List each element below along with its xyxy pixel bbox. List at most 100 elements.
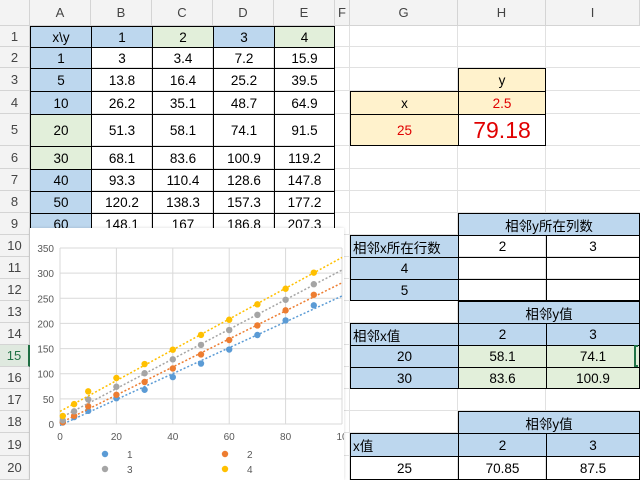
empty-cell[interactable] [546, 257, 640, 279]
data-point-series-2[interactable] [310, 291, 317, 298]
x-value-label[interactable]: x值 [350, 433, 458, 456]
row-header-16[interactable]: 16 [0, 367, 30, 389]
data-point-series-1[interactable] [282, 317, 289, 324]
value-cell[interactable]: 64.9 [274, 91, 335, 114]
value-cell[interactable]: 68.1 [91, 146, 152, 169]
column-header-D[interactable]: D [213, 0, 274, 26]
data-point-series-1[interactable] [85, 407, 92, 415]
data-point-series-3[interactable] [197, 341, 205, 349]
select-all-corner[interactable] [0, 0, 30, 26]
value-cell[interactable]: 25.2 [213, 68, 274, 91]
value-cell[interactable]: 119.2 [274, 146, 335, 169]
y-header-cell[interactable]: 1 [91, 26, 152, 47]
value-cell[interactable]: 138.3 [152, 191, 213, 213]
data-point-series-3[interactable] [282, 296, 289, 303]
data-point-series-4[interactable] [310, 269, 317, 276]
data-point-series-4[interactable] [197, 331, 205, 339]
value-cell[interactable]: 3.4 [152, 47, 213, 68]
row-header-11[interactable]: 11 [0, 257, 30, 279]
value-cell[interactable]: 93.3 [91, 169, 152, 191]
adjacent-y-value[interactable]: 83.6 [458, 367, 546, 389]
value-cell[interactable]: 83.6 [152, 146, 213, 169]
value-cell[interactable]: 16.4 [152, 68, 213, 91]
data-point-series-3[interactable] [59, 417, 67, 424]
row-header-20[interactable]: 20 [0, 456, 30, 480]
row-header-5[interactable]: 5 [0, 114, 30, 146]
result-cell[interactable]: 79.18 [458, 114, 546, 146]
column-header-F[interactable]: F [335, 0, 350, 26]
interpolated-y-cell[interactable]: 70.85 [458, 456, 546, 480]
adjacent-x-value[interactable]: 30 [350, 367, 458, 389]
row-header-13[interactable]: 13 [0, 301, 30, 323]
x-label-cell[interactable]: x [350, 91, 458, 114]
data-point-series-4[interactable] [282, 285, 289, 292]
x-header-cell[interactable]: 20 [30, 114, 91, 146]
data-point-series-1[interactable] [310, 302, 317, 309]
column-header-A[interactable]: A [30, 0, 91, 26]
data-point-series-1[interactable] [254, 331, 261, 339]
data-point-series-2[interactable] [226, 336, 233, 344]
row-header-18[interactable]: 18 [0, 411, 30, 433]
value-cell[interactable]: 58.1 [152, 114, 213, 146]
row-header-6[interactable]: 6 [0, 146, 30, 169]
row-header-7[interactable]: 7 [0, 169, 30, 191]
adjacent-col-header[interactable]: 2 [458, 235, 546, 257]
y-header-cell[interactable]: 4 [274, 26, 335, 47]
x-value-cell[interactable]: 25 [350, 456, 458, 480]
x-header-cell[interactable]: 1 [30, 47, 91, 68]
data-point-series-1[interactable] [197, 360, 205, 367]
value-cell[interactable]: 3 [91, 47, 152, 68]
data-point-series-3[interactable] [70, 408, 78, 415]
data-point-series-2[interactable] [113, 391, 120, 398]
data-point-series-2[interactable] [197, 351, 205, 358]
value-cell[interactable]: 157.3 [213, 191, 274, 213]
data-point-series-4[interactable] [254, 301, 261, 308]
data-point-series-4[interactable] [113, 374, 120, 382]
adjacent-y-col-header[interactable]: 3 [546, 323, 640, 345]
empty-cell[interactable] [546, 279, 640, 301]
row-header-19[interactable]: 19 [0, 433, 30, 456]
x-input-cell[interactable]: 25 [350, 114, 458, 146]
empty-cell[interactable] [458, 257, 546, 279]
column-header-G[interactable]: G [350, 0, 458, 26]
adjacent-x-value[interactable]: 20 [350, 345, 458, 367]
adjacent-y-title-2[interactable]: 相邻y值 [458, 411, 640, 433]
data-point-series-1[interactable] [226, 346, 233, 353]
row-header-2[interactable]: 2 [0, 47, 30, 68]
value-cell[interactable]: 7.2 [213, 47, 274, 68]
data-point-series-3[interactable] [226, 326, 233, 334]
adjacent-y2-col-header[interactable]: 2 [458, 433, 546, 456]
adjacent-col-header[interactable]: 3 [546, 235, 640, 257]
row-header-15[interactable]: 15 [0, 345, 30, 367]
row-header-17[interactable]: 17 [0, 389, 30, 411]
column-header-H[interactable]: H [458, 0, 546, 26]
column-header-I[interactable]: I [546, 0, 640, 26]
column-header-E[interactable]: E [274, 0, 335, 26]
row-header-9[interactable]: 9 [0, 213, 30, 235]
data-point-series-4[interactable] [169, 346, 176, 353]
value-cell[interactable]: 26.2 [91, 91, 152, 114]
table-corner-cell[interactable]: x\y [30, 26, 91, 47]
data-point-series-3[interactable] [85, 396, 92, 403]
value-cell[interactable]: 128.6 [213, 169, 274, 191]
data-point-series-1[interactable] [141, 386, 148, 393]
adjacent-y-value[interactable]: 74.1 [546, 345, 640, 367]
value-cell[interactable]: 91.5 [274, 114, 335, 146]
value-cell[interactable]: 100.9 [213, 146, 274, 169]
y-label-cell[interactable]: y [458, 68, 546, 91]
adjacent-y-value[interactable]: 58.1 [458, 345, 546, 367]
data-point-series-4[interactable] [85, 388, 92, 395]
value-cell[interactable]: 13.8 [91, 68, 152, 91]
adjacent-y-value[interactable]: 100.9 [546, 367, 640, 389]
adjacent-col-title[interactable]: 相邻y所在列数 [458, 213, 640, 235]
adjacent-x-label[interactable]: 相邻x值 [350, 323, 458, 345]
value-cell[interactable]: 39.5 [274, 68, 335, 91]
row-header-12[interactable]: 12 [0, 279, 30, 301]
x-header-cell[interactable]: 50 [30, 191, 91, 213]
value-cell[interactable]: 51.3 [91, 114, 152, 146]
adjacent-y2-col-header[interactable]: 3 [546, 433, 640, 456]
interpolated-y-cell[interactable]: 87.5 [546, 456, 640, 480]
value-cell[interactable]: 35.1 [152, 91, 213, 114]
data-point-series-4[interactable] [70, 400, 78, 408]
data-point-series-4[interactable] [226, 316, 233, 323]
